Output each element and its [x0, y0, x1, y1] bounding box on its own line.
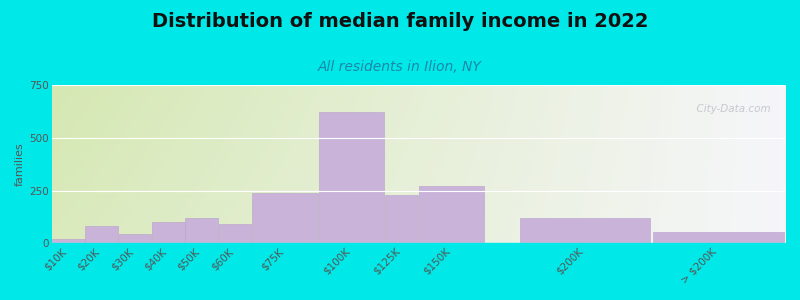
Bar	[252, 193, 318, 243]
Bar	[186, 218, 218, 243]
Bar	[52, 239, 85, 243]
Bar	[520, 218, 650, 243]
Bar	[152, 222, 185, 243]
Text: City-Data.com: City-Data.com	[690, 104, 770, 114]
Bar	[653, 232, 784, 243]
Bar	[319, 112, 384, 243]
Y-axis label: families: families	[15, 142, 25, 186]
Bar	[218, 224, 251, 243]
Bar	[86, 226, 118, 243]
Text: All residents in Ilion, NY: All residents in Ilion, NY	[318, 60, 482, 74]
Bar	[118, 234, 151, 243]
Bar	[386, 195, 418, 243]
Text: Distribution of median family income in 2022: Distribution of median family income in …	[152, 12, 648, 31]
Bar	[419, 186, 484, 243]
